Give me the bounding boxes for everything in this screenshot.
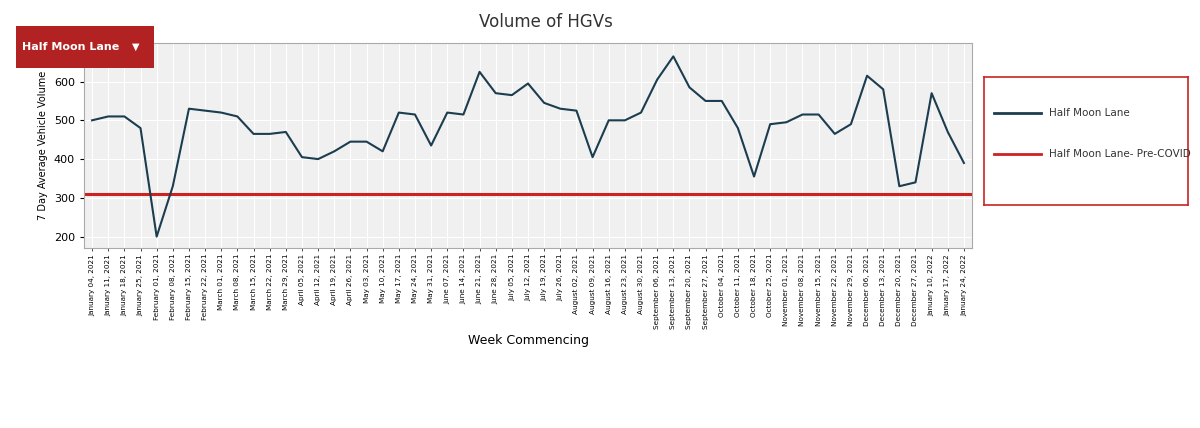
Text: Half Moon Lane- Pre-COVID: Half Moon Lane- Pre-COVID — [1049, 149, 1192, 159]
Y-axis label: 7 Day Average Vehicle Volume: 7 Day Average Vehicle Volume — [38, 71, 48, 220]
Text: Half Moon Lane: Half Moon Lane — [1049, 108, 1130, 118]
Text: ▼: ▼ — [132, 42, 139, 52]
Text: Volume of HGVs: Volume of HGVs — [479, 13, 613, 31]
Text: Half Moon Lane: Half Moon Lane — [22, 42, 120, 52]
X-axis label: Week Commencing: Week Commencing — [468, 334, 588, 347]
